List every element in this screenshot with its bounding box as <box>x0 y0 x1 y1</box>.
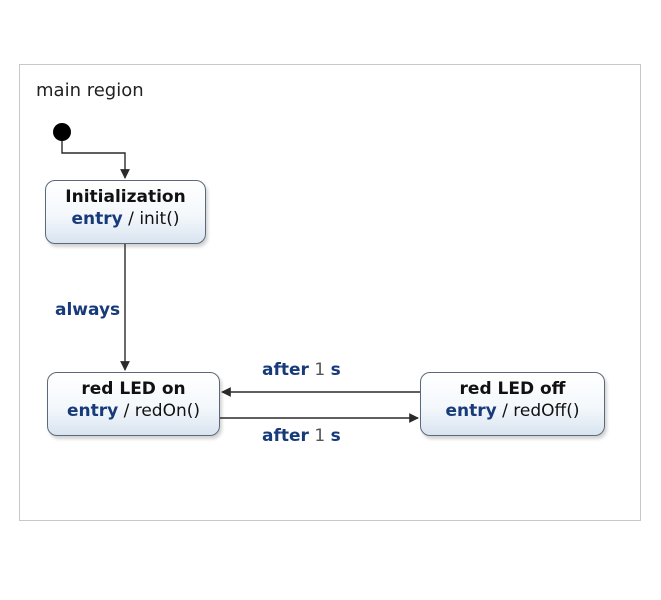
state-initialization: Initialization entry / init() <box>45 180 206 244</box>
keyword-entry: entry <box>67 401 118 421</box>
state-title: Initialization <box>46 181 205 207</box>
state-title: red LED on <box>48 373 219 399</box>
region-frame <box>19 64 641 521</box>
edge-label-always: always <box>55 300 120 320</box>
state-action: entry / init() <box>46 207 205 237</box>
keyword-entry: entry <box>72 209 123 229</box>
state-action: entry / redOn() <box>48 399 219 429</box>
region-title: main region <box>36 80 144 101</box>
state-red-led-off: red LED off entry / redOff() <box>420 372 605 436</box>
state-action: entry / redOff() <box>421 399 604 429</box>
edge-label-after-top: after 1 s <box>262 360 341 380</box>
edge-label-after-bottom: after 1 s <box>262 426 341 446</box>
keyword-entry: entry <box>445 401 496 421</box>
state-red-led-on: red LED on entry / redOn() <box>47 372 220 436</box>
state-title: red LED off <box>421 373 604 399</box>
diagram-canvas: main region Initialization entry / init(… <box>0 0 661 600</box>
